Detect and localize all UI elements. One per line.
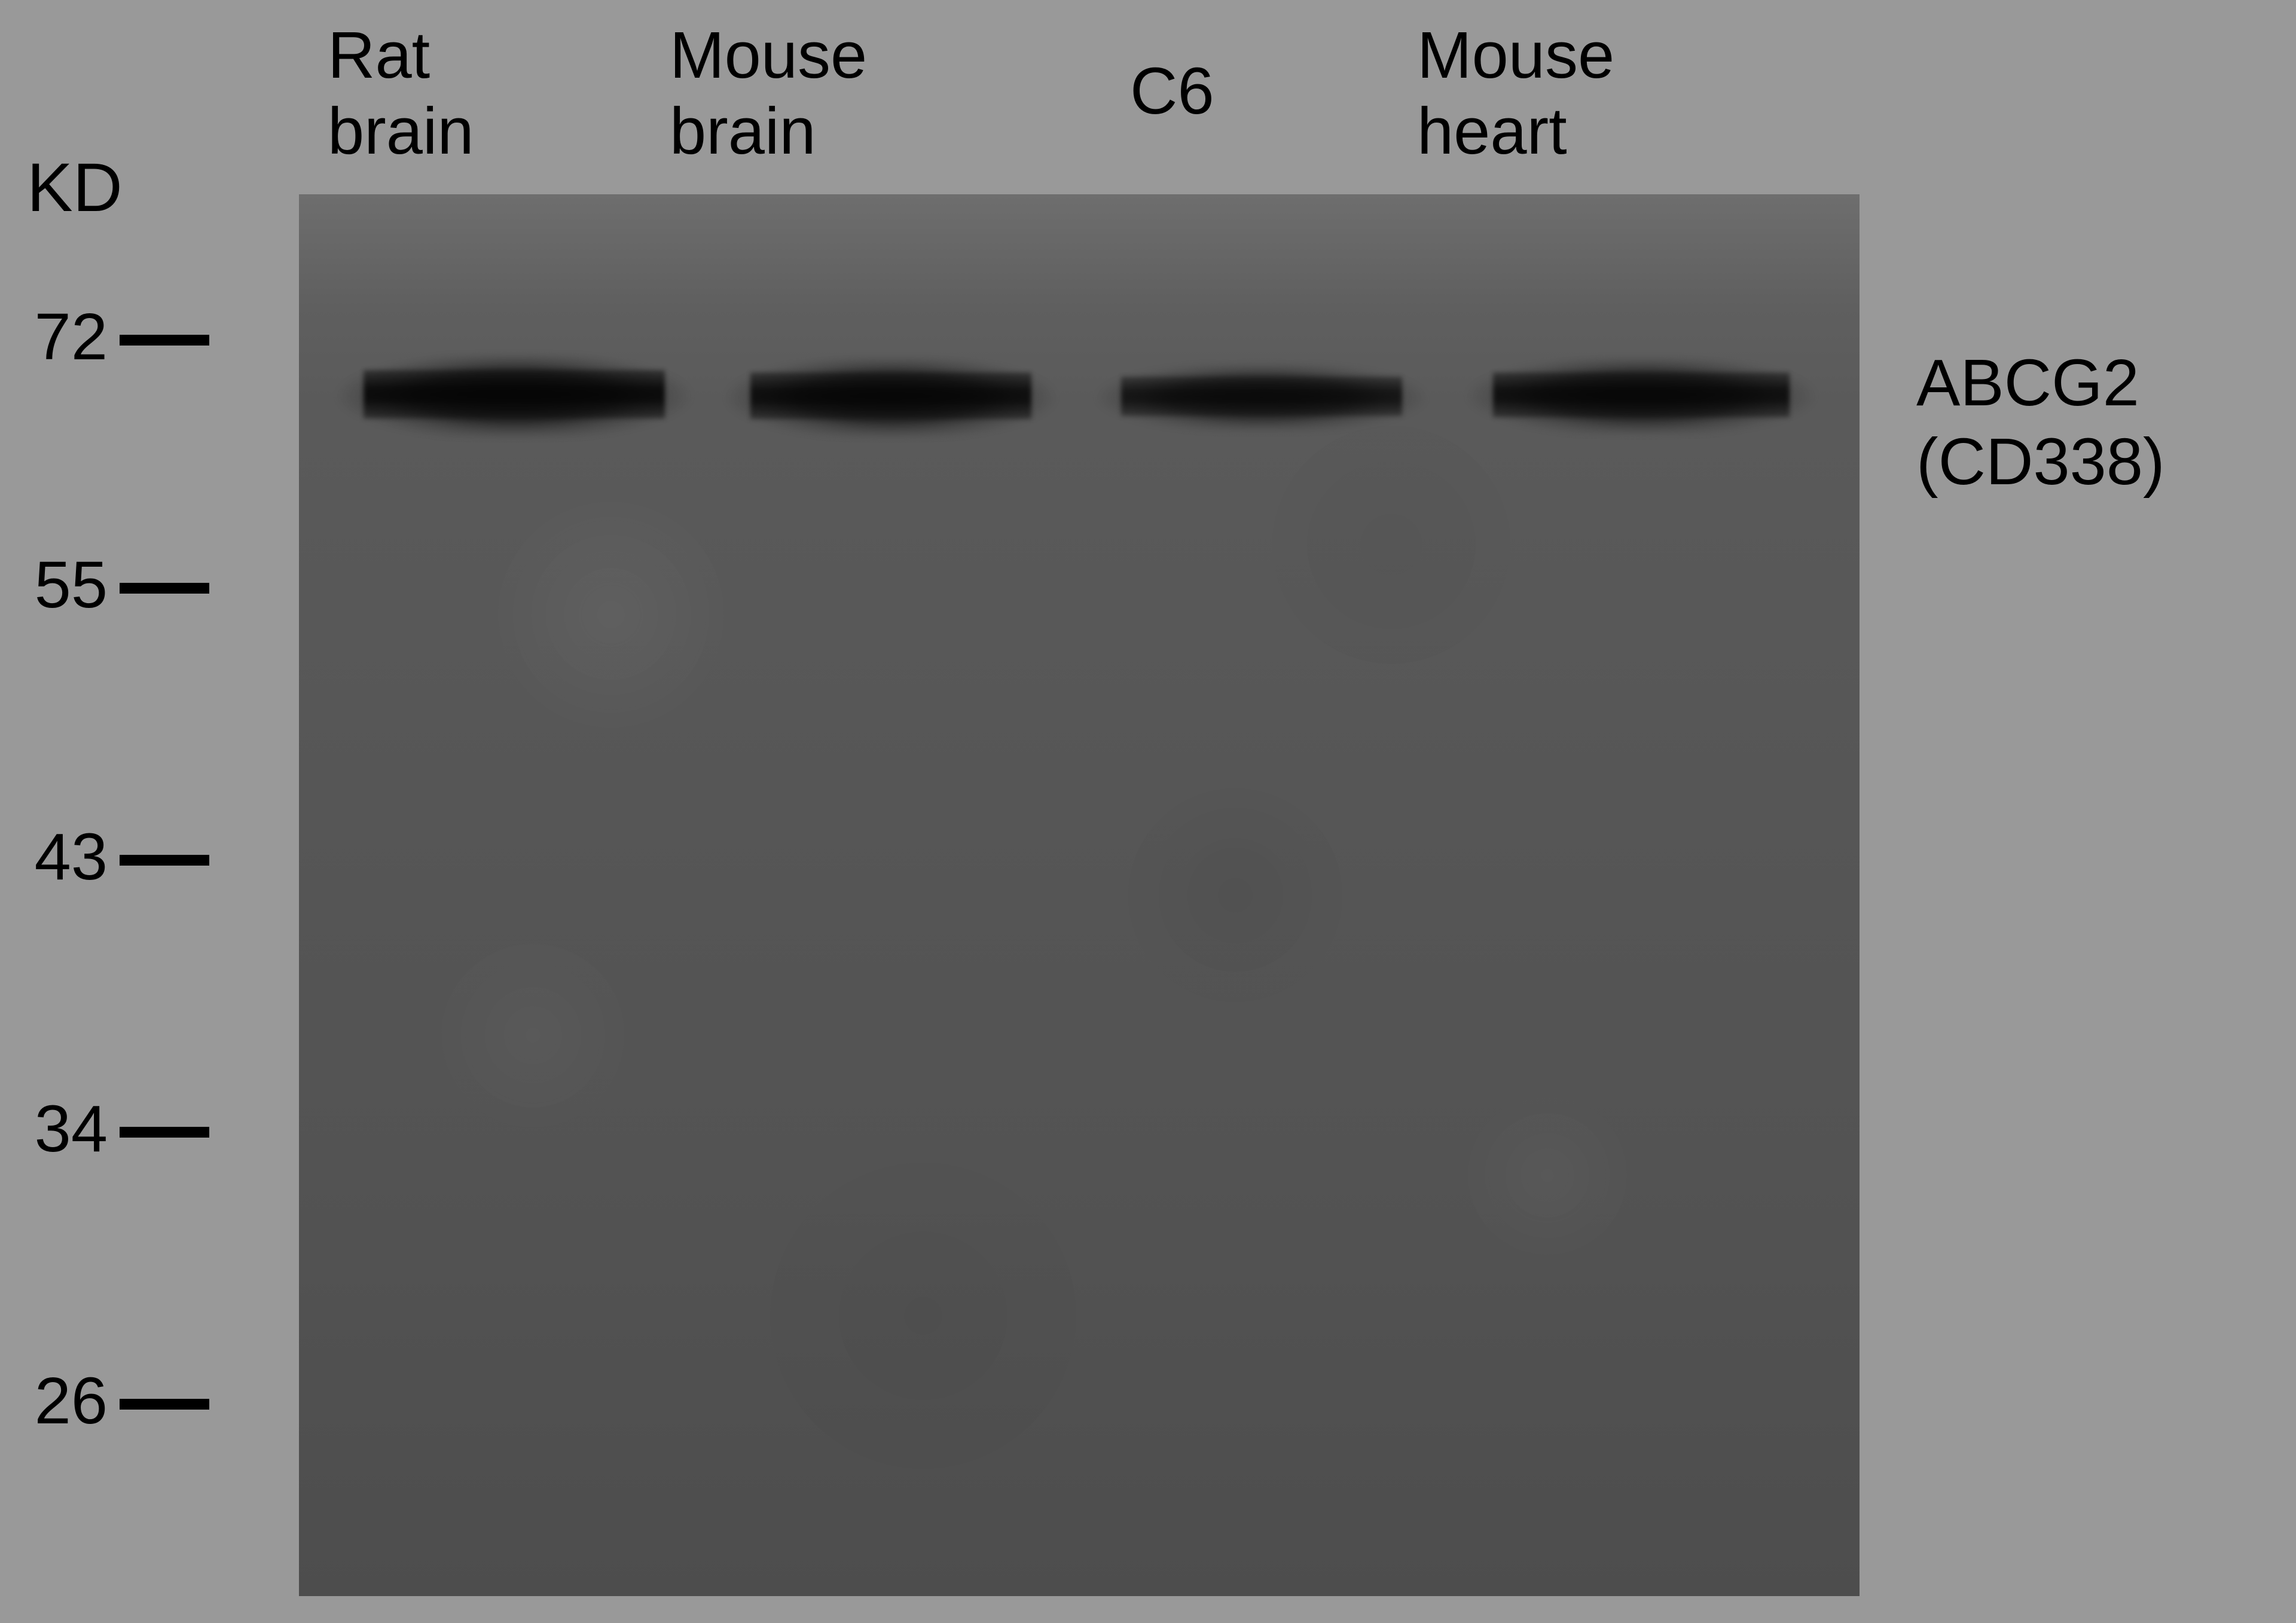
lane-label-line1: Rat — [328, 19, 430, 92]
protein-band-core — [750, 372, 1031, 419]
lane-label-line1: C6 — [1130, 54, 1214, 128]
mw-marker-tick — [120, 335, 209, 346]
mw-marker-label: 26 — [12, 1363, 108, 1439]
protein-name: ABCG2 — [1916, 346, 2139, 420]
protein-band-core — [1121, 377, 1402, 416]
lane-label: Mousebrain — [670, 18, 867, 169]
mw-marker-label: 55 — [12, 547, 108, 623]
lane-label-line2: heart — [1417, 94, 1567, 168]
mw-marker-label: 43 — [12, 819, 108, 895]
lane-label: C6 — [1130, 54, 1214, 130]
protein-band-core — [1493, 372, 1790, 417]
mw-marker-tick — [120, 1399, 209, 1410]
lane-label-line1: Mouse — [670, 19, 867, 92]
mw-marker-tick — [120, 855, 209, 866]
protein-band-core — [364, 370, 665, 418]
protein-identity-label: ABCG2 (CD338) — [1916, 344, 2165, 502]
lane-label-line2: brain — [328, 94, 474, 168]
lane-label-line2: brain — [670, 94, 816, 168]
mw-marker-tick — [120, 583, 209, 594]
figure-container: KD 7255433426 RatbrainMousebrainC6Mouseh… — [0, 0, 2296, 1623]
mw-marker-label: 34 — [12, 1091, 108, 1167]
axis-label-kd: KD — [27, 148, 123, 227]
blot-membrane — [299, 194, 1860, 1596]
lane-label: Mouseheart — [1417, 18, 1614, 169]
mw-marker-tick — [120, 1127, 209, 1138]
lane-label: Ratbrain — [328, 18, 474, 169]
mw-marker-label: 72 — [12, 299, 108, 375]
lane-label-line1: Mouse — [1417, 19, 1614, 92]
protein-alias: (CD338) — [1916, 425, 2165, 499]
